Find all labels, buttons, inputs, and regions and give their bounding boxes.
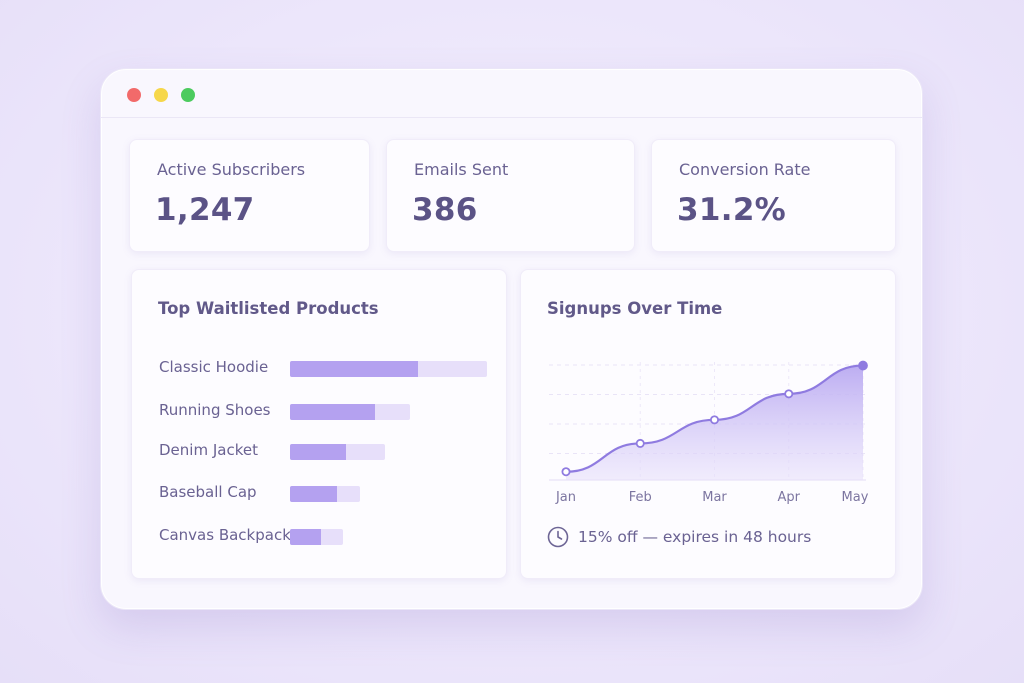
stat-value: 31.2% [677, 192, 787, 228]
product-bar-track [290, 529, 343, 545]
product-bar-track [290, 404, 410, 420]
x-tick-label: Feb [629, 490, 652, 505]
data-point-feb [635, 438, 645, 448]
product-bar-fill [290, 486, 337, 502]
stat-card-emails-sent: Emails Sent 386 [386, 139, 635, 252]
product-row-baseball-cap: Baseball Cap [132, 483, 506, 503]
x-tick-label: Apr [778, 490, 801, 505]
product-label: Denim Jacket [159, 441, 258, 459]
stat-label: Emails Sent [414, 160, 509, 179]
minimize-window-button[interactable] [154, 88, 168, 102]
maximize-window-button[interactable] [181, 88, 195, 102]
stat-label: Conversion Rate [679, 160, 811, 179]
close-window-button[interactable] [127, 88, 141, 102]
data-point-mar [709, 415, 719, 425]
data-point-jan [561, 467, 571, 477]
product-bar-fill [290, 404, 376, 420]
product-row-canvas-backpack: Canvas Backpack [132, 526, 506, 546]
product-row-denim-jacket: Denim Jacket [132, 441, 506, 461]
product-label: Canvas Backpack [159, 526, 291, 544]
product-bar-fill [290, 444, 347, 460]
stat-card-active-subscribers: Active Subscribers 1,247 [129, 139, 370, 252]
stat-value: 386 [412, 192, 478, 228]
top-waitlisted-products-panel: Top Waitlisted Products Classic Hoodie R… [131, 269, 507, 579]
product-row-running-shoes: Running Shoes [132, 401, 506, 421]
product-bar-track [290, 486, 360, 502]
title-bar [101, 69, 922, 118]
promo-text: 15% off — expires in 48 hours [578, 528, 812, 546]
product-label: Classic Hoodie [159, 358, 269, 376]
x-tick-label: Mar [702, 490, 727, 505]
data-point-may [858, 360, 868, 371]
product-bar-track [290, 444, 385, 460]
stat-label: Active Subscribers [157, 160, 306, 179]
product-bar-fill [290, 529, 322, 545]
stat-value: 1,247 [155, 192, 255, 228]
signups-over-time-panel: Signups Over Time Jan Feb Mar Apr May 15% of… [520, 269, 896, 579]
stat-card-conversion-rate: Conversion Rate 31.2% [651, 139, 896, 252]
x-tick-label: Jan [555, 490, 576, 505]
product-row-classic-hoodie: Classic Hoodie [132, 358, 506, 378]
panel-title: Top Waitlisted Products [158, 299, 379, 318]
app-window: Active Subscribers 1,247 Emails Sent 386… [100, 68, 923, 610]
clock-icon [547, 526, 569, 548]
product-label: Running Shoes [159, 401, 271, 419]
product-bar-fill [290, 361, 419, 377]
product-label: Baseball Cap [159, 483, 257, 501]
x-tick-label: May [842, 490, 869, 505]
product-bar-track [290, 361, 487, 377]
data-point-apr [784, 389, 794, 399]
signups-chart: Jan Feb Mar Apr May [549, 360, 869, 505]
panel-title: Signups Over Time [547, 299, 723, 318]
